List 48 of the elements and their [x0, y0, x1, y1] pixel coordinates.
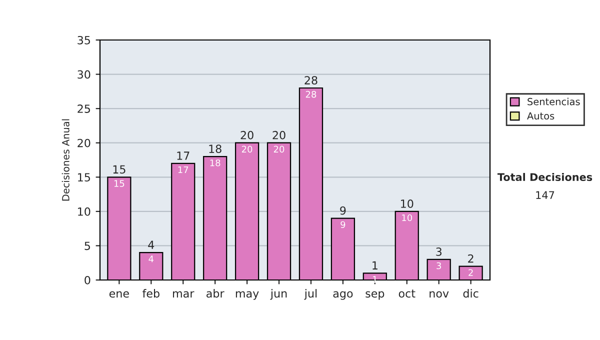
y-tick-label: 20 — [78, 138, 90, 148]
total-label: 18 — [209, 144, 222, 154]
total-label: 20 — [240, 130, 254, 140]
y-tick-label: 25 — [78, 104, 90, 113]
x-tick-label: abr — [206, 289, 224, 298]
data-label: 9 — [340, 221, 346, 228]
x-tick-label: mar — [173, 291, 194, 298]
data-label: 17 — [178, 166, 188, 174]
legend-label: Sentencias — [528, 98, 580, 106]
y-tick-label: 0 — [84, 276, 90, 284]
x-tick-label: sep — [366, 291, 384, 300]
x-tick-label: may — [236, 291, 259, 300]
x-tick-label: ago — [333, 291, 353, 300]
x-tick-label: dic — [463, 289, 478, 298]
x-tick-label: jun — [270, 289, 287, 300]
data-label: 20 — [242, 146, 252, 153]
total-label: 9 — [340, 206, 346, 215]
total-label: 17 — [177, 152, 190, 160]
data-label: 10 — [402, 214, 412, 222]
x-tick-label: ene — [109, 291, 129, 298]
total-label: 10 — [401, 200, 414, 208]
y-tick-label: 35 — [78, 36, 90, 44]
y-tick-label: 30 — [78, 70, 90, 79]
y-tick-label: 15 — [78, 173, 90, 182]
y-axis-title: Decisiones Anual — [62, 119, 70, 201]
data-label: 18 — [210, 159, 220, 166]
x-tick-label: jul — [304, 289, 317, 300]
x-tick-label: oct — [398, 290, 416, 298]
y-tick-label: 5 — [84, 242, 90, 250]
data-label: 15 — [114, 180, 124, 187]
text: Total Decisiones — [497, 172, 592, 182]
data-label: 4 — [148, 256, 154, 262]
legend-label: Autos — [527, 112, 554, 120]
total-label: 3 — [436, 248, 442, 256]
total-label: 1 — [372, 261, 378, 270]
x-tick-label: feb — [142, 289, 160, 298]
x-tick-label: nov — [430, 291, 449, 298]
total-label: 2 — [468, 254, 474, 263]
data-label: 3 — [436, 262, 441, 270]
total-label: 15 — [113, 165, 126, 174]
total-label: 28 — [304, 76, 318, 84]
total-label: 4 — [148, 240, 154, 249]
data-label: 20 — [274, 146, 284, 153]
data-label: 2 — [468, 269, 473, 276]
data-label: 28 — [306, 90, 316, 98]
text: 147 — [536, 191, 554, 199]
y-tick-label: 10 — [78, 207, 90, 216]
total-label: 20 — [272, 130, 286, 140]
